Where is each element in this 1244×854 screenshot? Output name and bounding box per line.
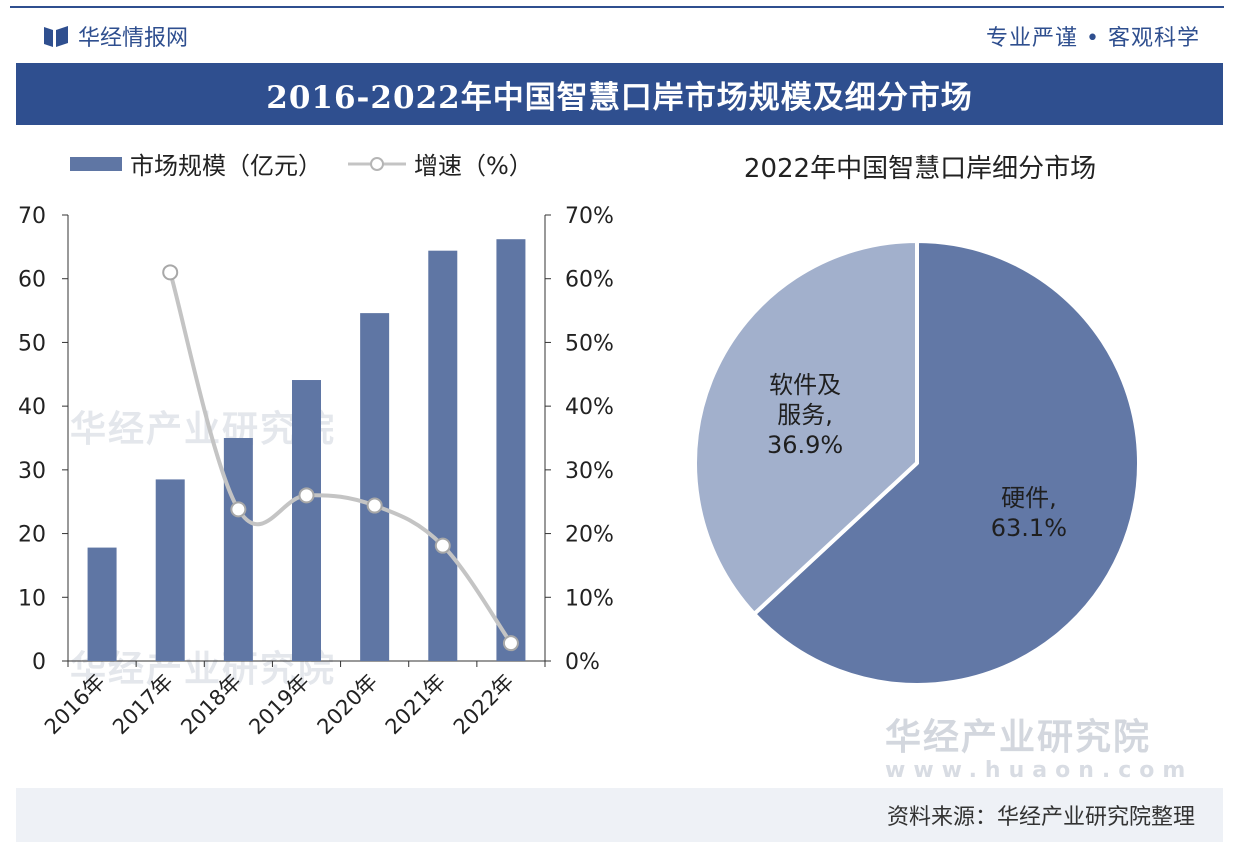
left-tick-label: 0	[32, 650, 46, 675]
bar-2018年	[223, 438, 253, 661]
right-tick-label: 40%	[565, 395, 614, 420]
left-tick-label: 40	[18, 395, 46, 420]
chart-frame	[10, 6, 1224, 850]
right-tick-label: 0%	[565, 650, 600, 675]
legend-bar-swatch	[70, 156, 122, 171]
chart-title: 2016-2022年中国智慧口岸市场规模及细分市场	[16, 63, 1223, 125]
brand: 华经情报网	[44, 20, 188, 52]
bar-line-chart: 0 10 20 30 40 50 60 70 0% 10% 20% 30% 40% 50% 60% 70% 2…	[18, 204, 614, 740]
watermark-url: www.huaon.com	[885, 758, 1194, 783]
bar-2017年	[155, 479, 185, 661]
x-tick-label: 2020年	[313, 670, 383, 740]
pie-label-硬件: 63.1%	[991, 514, 1067, 542]
growth-point-2017年	[162, 264, 179, 281]
brand-name: 华经情报网	[78, 26, 189, 51]
legend-bar-label: 市场规模（亿元）	[130, 152, 322, 180]
left-tick-label: 20	[18, 523, 46, 548]
left-tick-label: 70	[18, 204, 46, 229]
x-tick-label: 2019年	[244, 670, 314, 740]
x-tick-label: 2021年	[381, 670, 451, 740]
watermark-text: 华经产业研究院	[70, 409, 337, 450]
growth-point-2018年	[230, 501, 247, 518]
x-tick-label: 2017年	[108, 670, 178, 740]
growth-point-2022年	[502, 635, 519, 652]
bar-2022年	[496, 239, 526, 661]
source-text: 资料来源：华经产业研究院整理	[886, 805, 1195, 830]
bar-2020年	[360, 313, 390, 661]
right-tick-label: 70%	[565, 204, 614, 229]
bar-2019年	[292, 380, 321, 661]
growth-point-2019年	[298, 487, 315, 504]
pie-label-软件及服务: 36.9%	[767, 431, 843, 459]
bar-2021年	[428, 250, 458, 661]
x-tick-label: 2016年	[40, 670, 110, 740]
legend-line-label: 增速（%）	[414, 152, 533, 180]
bar-chart-legend: 市场规模（亿元） 增速（%）	[70, 146, 533, 181]
legend-item-market-size: 市场规模（亿元）	[70, 146, 322, 181]
x-tick-label: 2022年	[449, 670, 519, 740]
right-tick-label: 10%	[565, 586, 614, 611]
left-tick-label: 10	[18, 586, 46, 611]
growth-point-2020年	[366, 497, 383, 514]
pie-slice-硬件	[752, 239, 1141, 687]
right-tick-label: 20%	[565, 523, 614, 548]
right-tick-label: 60%	[565, 268, 614, 293]
right-tick-label: 50%	[565, 331, 614, 356]
left-tick-label: 50	[18, 331, 46, 356]
left-tick-label: 60	[18, 268, 46, 293]
pie-label-软件及服务: 服务,	[777, 401, 833, 429]
pie-slice-软件及服务	[693, 239, 919, 616]
pie-chart-title: 2022年中国智慧口岸细分市场	[743, 154, 1097, 184]
left-tick-label: 30	[18, 459, 46, 484]
growth-point-2021年	[434, 537, 451, 554]
brand-logo-icon	[44, 26, 68, 47]
source-footer: 资料来源：华经产业研究院整理	[16, 788, 1223, 842]
legend-line-marker-icon	[348, 156, 406, 171]
legend-item-growth: 增速（%）	[348, 146, 533, 181]
slogan: 专业严谨 • 客观科学	[986, 26, 1200, 51]
right-tick-label: 30%	[565, 459, 614, 484]
x-tick-label: 2018年	[176, 670, 246, 740]
watermark-text: 华经产业研究院	[885, 717, 1152, 758]
growth-rate-line	[168, 271, 513, 645]
bar-2016年	[87, 547, 117, 661]
pie-label-硬件: 硬件,	[1001, 484, 1057, 512]
pie-label-软件及服务: 软件及	[769, 371, 841, 399]
